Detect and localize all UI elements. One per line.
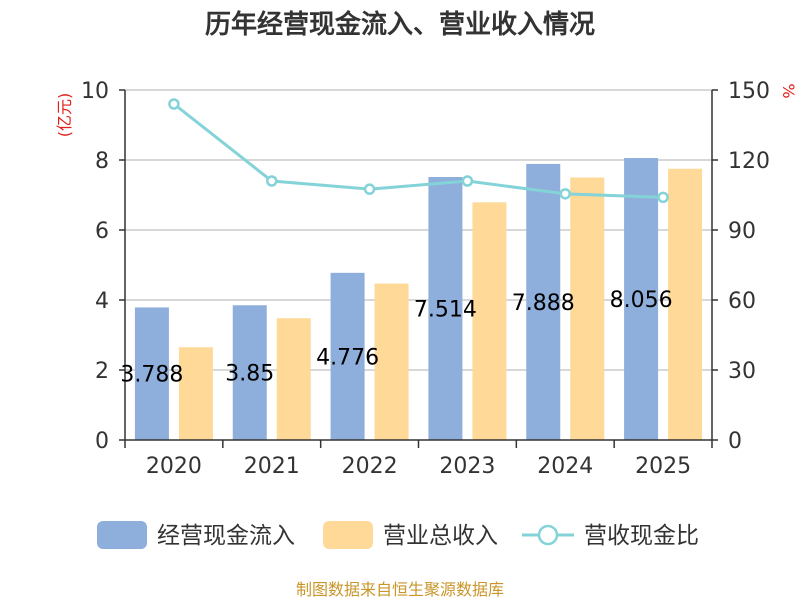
right-tick-label: 90 [728,219,756,244]
left-tick-label: 8 [95,149,109,174]
left-tick-label: 10 [81,79,109,104]
x-tick-label: 2022 [342,454,398,479]
bar-cash-inflow [330,272,365,440]
right-axis-unit: % [779,83,798,98]
right-tick-label: 120 [728,149,770,174]
x-tick-label: 2025 [635,454,691,479]
x-tick-label: 2024 [537,454,593,479]
legend-marker[interactable] [537,524,559,546]
chart-title: 历年经营现金流入、营业收入情况 [205,9,595,40]
left-tick-label: 6 [95,219,109,244]
cash-inflow-data-label: 3.788 [120,363,183,388]
cash-inflow-data-label: 3.85 [225,362,274,387]
cash-inflow-data-label: 8.056 [610,288,673,313]
x-tick-label: 2021 [244,454,300,479]
left-tick-label: 0 [95,429,109,454]
bars [134,158,703,441]
ratio-point [461,175,474,187]
ratio-point [657,191,669,204]
x-tick-label: 2020 [146,454,202,479]
left-tick-label: 4 [95,289,109,314]
right-tick-label: 150 [728,79,770,104]
gridlines [125,89,712,371]
bar-cash-inflow [526,163,561,441]
ratio-point [363,183,376,195]
right-tick-label: 0 [728,429,742,454]
legend-label[interactable]: 营收现金比 [584,523,699,549]
bar-cash-inflow [232,305,267,440]
cash-inflow-data-label: 4.776 [316,345,379,370]
left-axis-unit: (亿元) [55,93,74,138]
data-labels: 3.788 3.85 4.776 7.514 7.888 8.056 [120,288,672,388]
ratio-point [266,175,278,187]
legend-swatch[interactable] [97,521,147,549]
x-tick-label: 2023 [439,454,495,479]
ratio-line-path [172,102,664,199]
legend-label[interactable]: 经营现金流入 [157,523,295,549]
cash-inflow-data-label: 7.514 [414,298,477,323]
data-source: 制图数据来自恒生聚源数据库 [296,580,504,599]
bar-revenue [668,168,703,440]
axes: 0 2 4 6 8 10 0 30 60 90 120 150 2020 2021 2022 2023 2024… [81,79,770,479]
ratio-point [168,98,180,110]
bar-cash-inflow [134,307,169,440]
bar-revenue [472,202,507,440]
bar-revenue [570,177,605,440]
bar-revenue [276,318,311,440]
right-tick-label: 30 [728,359,756,384]
legend-swatch[interactable] [323,521,373,549]
ratio-point [559,188,571,200]
left-tick-label: 2 [95,359,109,384]
right-tick-label: 60 [728,289,756,314]
ratio-line [168,98,669,204]
legend[interactable]: 经营现金流入 营业总收入 营收现金比 [97,521,699,549]
bar-cash-inflow [428,177,463,440]
cash-inflow-data-label: 7.888 [512,291,575,316]
bar-cash-inflow [624,158,659,441]
bar-revenue [374,283,409,440]
legend-label[interactable]: 营业总收入 [383,523,498,549]
bar-revenue [178,347,213,440]
